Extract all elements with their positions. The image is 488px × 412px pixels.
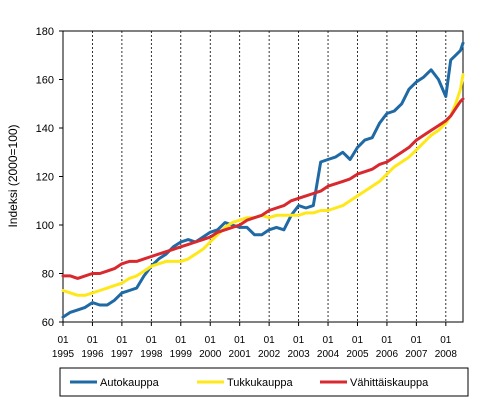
series-line-1 <box>61 73 465 297</box>
y-axis-label: Indeksi (2000=100) <box>6 124 20 227</box>
legend: Autokauppa Tukkukauppa Vähittäiskauppa <box>70 377 429 389</box>
legend-label: Tukkukauppa <box>227 377 294 389</box>
x-tick-month-label: 01 <box>381 335 393 346</box>
x-tick-year-label: 2000 <box>199 349 222 360</box>
x-tick-year-label: 2007 <box>405 349 428 360</box>
x-tick-year-label: 1996 <box>81 349 104 360</box>
x-tick-year-label: 2001 <box>229 349 252 360</box>
x-tick-year-label: 2004 <box>317 349 340 360</box>
x-tick-month-label: 01 <box>175 335 187 346</box>
y-tick-label: 60 <box>42 317 54 329</box>
x-tick-year-label: 2005 <box>346 349 369 360</box>
x-tick-year-label: 1999 <box>170 349 193 360</box>
x-tick-year-label: 2008 <box>435 349 458 360</box>
x-tick-year-label: 1998 <box>140 349 163 360</box>
x-tick-month-label: 01 <box>322 335 334 346</box>
gridlines <box>92 31 447 322</box>
y-tick-label: 120 <box>36 172 54 184</box>
legend-label: Vähittäiskauppa <box>350 377 429 389</box>
x-tick-month-label: 01 <box>205 335 217 346</box>
x-tick-month-label: 01 <box>57 335 69 346</box>
x-tick-month-label: 01 <box>293 335 305 346</box>
series-lines <box>61 41 465 319</box>
y-tick-label: 100 <box>36 220 54 232</box>
x-tick-year-label: 1995 <box>52 349 75 360</box>
x-tick-month-label: 01 <box>264 335 276 346</box>
x-axis: 01 1995 01 1996 01 1997 01 1998 01 1999 01 2000 01 20… <box>52 322 458 360</box>
y-axis: 60 80 100 120 140 160 180 <box>36 26 63 329</box>
x-tick-year-label: 1997 <box>111 349 134 360</box>
x-tick-month-label: 01 <box>440 335 452 346</box>
series-line-0 <box>61 41 465 319</box>
x-tick-month-label: 01 <box>234 335 246 346</box>
y-tick-label: 160 <box>36 75 54 87</box>
y-tick-label: 140 <box>36 123 54 135</box>
legend-label: Autokauppa <box>100 377 160 389</box>
plot-area <box>62 30 464 323</box>
x-tick-month-label: 01 <box>411 335 423 346</box>
x-tick-year-label: 2006 <box>376 349 399 360</box>
y-tick-label: 80 <box>42 269 54 281</box>
x-tick-year-label: 2002 <box>258 349 281 360</box>
series-line-2 <box>61 97 465 280</box>
x-tick-month-label: 01 <box>146 335 158 346</box>
y-tick-label: 180 <box>36 26 54 38</box>
legend-box <box>59 367 469 397</box>
x-tick-year-label: 2003 <box>287 349 310 360</box>
x-tick-month-label: 01 <box>352 335 364 346</box>
x-tick-month-label: 01 <box>87 335 99 346</box>
x-tick-month-label: 01 <box>116 335 128 346</box>
